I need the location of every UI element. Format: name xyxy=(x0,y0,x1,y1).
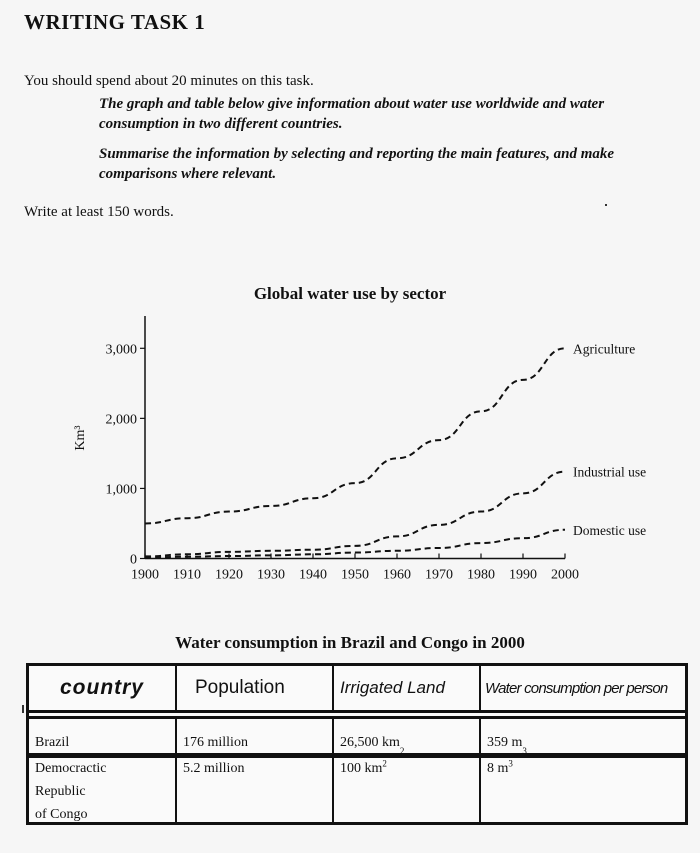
time-instruction: You should spend about 20 minutes on thi… xyxy=(24,73,314,89)
value: 359 m xyxy=(487,735,523,750)
consumption-table: country Population Irrigated Land Water … xyxy=(26,663,688,825)
svg-text:1920: 1920 xyxy=(215,568,243,583)
prompt-line: Summarise the information by selecting a… xyxy=(99,146,615,182)
svg-text:1910: 1910 xyxy=(173,568,201,583)
cell-water-consumption: 8 m3 xyxy=(481,755,685,822)
cell-irrigated-land: 100 km2 xyxy=(334,755,481,822)
svg-text:1970: 1970 xyxy=(425,568,453,583)
task-prompt: The graph and table below give informati… xyxy=(99,94,619,194)
value: 100 km xyxy=(340,761,383,776)
table-header-row: country Population Irrigated Land Water … xyxy=(29,666,685,713)
country-line: Democractic xyxy=(35,761,107,776)
svg-text:2000: 2000 xyxy=(551,568,579,583)
svg-text:1940: 1940 xyxy=(299,568,327,583)
superscript: 2 xyxy=(382,758,387,769)
line-chart: 0 1,000 2,000 3,000 1900 1910 1920 1930 1940 1950… xyxy=(73,316,646,583)
chart-lines xyxy=(144,347,566,559)
country-line: of Congo xyxy=(35,807,88,822)
svg-text:3,000: 3,000 xyxy=(106,342,138,357)
svg-text:1960: 1960 xyxy=(383,568,411,583)
svg-text:1980: 1980 xyxy=(467,568,495,583)
svg-text:1950: 1950 xyxy=(341,568,369,583)
svg-text:1990: 1990 xyxy=(509,568,537,583)
svg-text:1900: 1900 xyxy=(131,568,159,583)
word-requirement: Write at least 150 words. xyxy=(24,204,174,220)
svg-text:2,000: 2,000 xyxy=(106,412,138,427)
svg-text:Industrial use: Industrial use xyxy=(573,465,646,480)
header-population: Population xyxy=(177,666,334,710)
header-country: country xyxy=(29,666,177,710)
svg-text:0: 0 xyxy=(130,553,137,568)
header-water-consumption: Water consumption per person xyxy=(485,679,668,697)
scan-speck xyxy=(605,204,607,206)
svg-text:Domestic use: Domestic use xyxy=(573,523,646,538)
scan-mark xyxy=(22,705,24,713)
prompt-line: The graph and table below give informati… xyxy=(99,96,605,132)
header-irrigated-land: Irrigated Land xyxy=(334,666,481,710)
chart-series-labels: Agriculture Industrial use Domestic use xyxy=(573,341,646,537)
value: 26,500 km xyxy=(340,735,400,750)
task-heading: WRITING TASK 1 xyxy=(24,10,206,34)
superscript: 3 xyxy=(508,758,513,769)
table-title: Water consumption in Brazil and Congo in… xyxy=(175,633,525,652)
country-line: Republic xyxy=(35,784,86,799)
svg-text:1930: 1930 xyxy=(257,568,285,583)
cell-irrigated-land: 26,500 km 2 xyxy=(334,719,481,756)
y-axis-label: Km³ xyxy=(73,425,88,450)
cell-country: Democractic Republic of Congo xyxy=(29,755,177,822)
cell-country: Brazil xyxy=(29,719,177,753)
chart-title: Global water use by sector xyxy=(253,284,447,303)
svg-text:Agriculture: Agriculture xyxy=(573,341,635,356)
cell-population: 176 million xyxy=(177,719,334,753)
cell-population: 5.2 million xyxy=(177,755,334,822)
table-row: Democractic Republic of Congo 5.2 millio… xyxy=(29,755,685,822)
chart-axes: 0 1,000 2,000 3,000 1900 1910 1920 1930 1940 1950… xyxy=(106,316,579,583)
value: 8 m xyxy=(487,761,509,776)
svg-text:1,000: 1,000 xyxy=(106,482,138,497)
